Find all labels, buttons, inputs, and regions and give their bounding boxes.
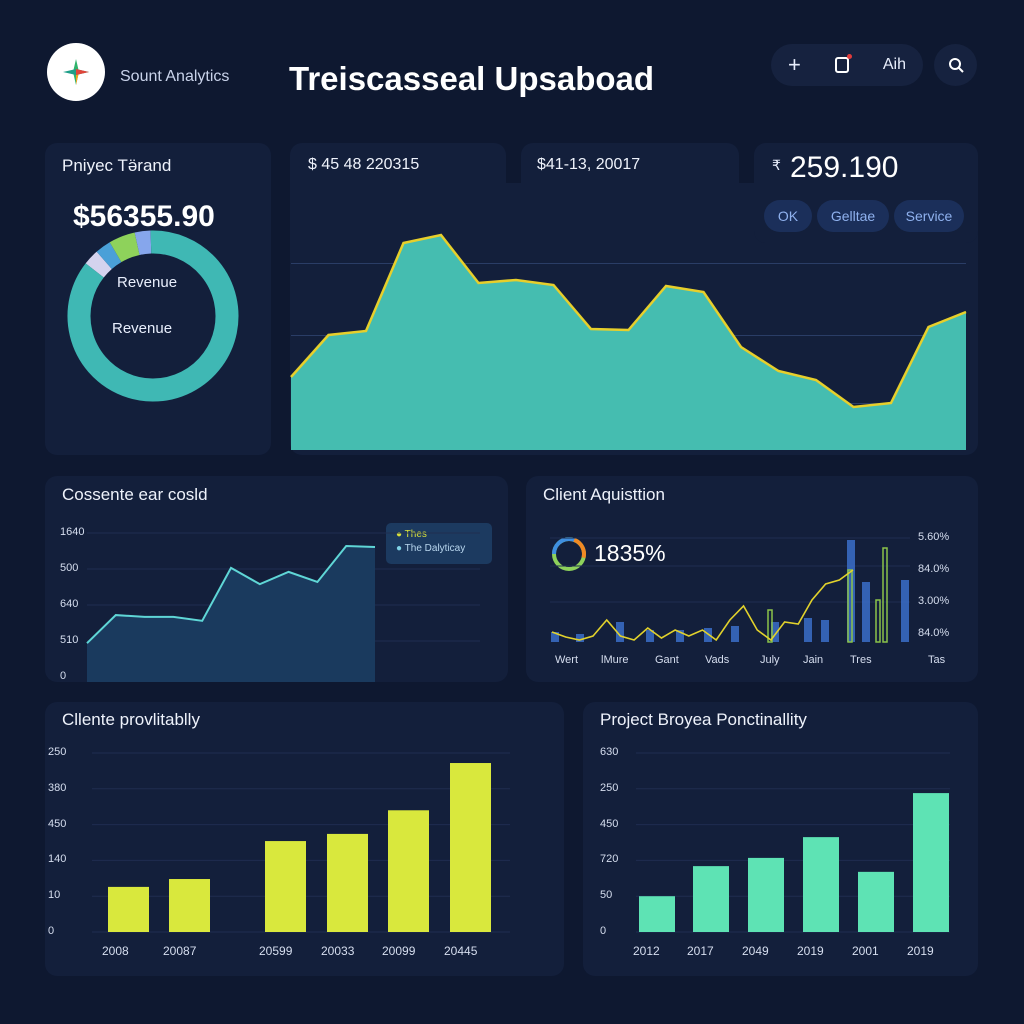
x-tick: 2019 [907, 944, 934, 958]
gridline [291, 335, 966, 336]
service-pill[interactable]: Service [894, 200, 964, 232]
revenue-donut [67, 230, 239, 402]
chart-title: Client Aquisttion [543, 485, 665, 504]
y-tick: 0 [600, 925, 607, 937]
legend-item: ● The Dalyticay [396, 543, 466, 554]
cost-chart-card: Cossente ear cosld ● Thes ● The Dalytica… [45, 476, 508, 682]
y-tick: 250 [48, 746, 67, 758]
x-tick: 2012 [633, 944, 660, 958]
y-tick-right: 3.00% [918, 595, 950, 607]
y-tick: 720 [600, 853, 619, 866]
x-tick: Tres [850, 654, 872, 666]
stat-tab-label: $ 45 48 220315 [308, 156, 420, 173]
donut-segment [109, 232, 140, 263]
search-button[interactable] [934, 44, 977, 86]
y-tick-right: 84.0% [918, 627, 950, 639]
x-tick: July [760, 654, 780, 666]
compass-logo-icon [63, 59, 89, 85]
profitability-card: Cllente provlitablly [45, 702, 564, 976]
user-button[interactable]: Aih [882, 56, 906, 73]
x-tick: Tas [928, 654, 946, 666]
y-tick: 1640 [60, 526, 85, 538]
y-tick: 630 [600, 746, 619, 758]
kpi-value: 259.190 [790, 151, 899, 184]
y-tick: 250 [600, 781, 619, 794]
x-tick: 20033 [321, 944, 355, 958]
x-tick: Jain [803, 654, 824, 666]
project-trend-card: Pniyec Tӛrand $56355.90 Revenue Revenue [45, 143, 271, 455]
gridline [291, 263, 966, 264]
client-acquisition-card: Client Aquisttion 1835% [526, 476, 978, 682]
y-tick: 140 [48, 853, 67, 866]
toolbar: + Aih [771, 44, 923, 86]
donut-segment [85, 251, 113, 278]
x-tick: 2001 [852, 944, 879, 958]
y-tick: 500 [60, 562, 79, 574]
y-tick: 0 [60, 670, 67, 682]
donut-label: Revenue [112, 320, 173, 337]
total-value: $56355.90 [73, 200, 215, 233]
y-tick-right: 5.60% [918, 531, 950, 543]
gridline [291, 403, 966, 404]
x-tick: Gant [655, 654, 679, 666]
functionality-card: Project Broyea Ponctinallity [583, 702, 978, 976]
x-tick: 2017 [687, 944, 714, 958]
add-icon[interactable]: + [788, 52, 801, 77]
chart-title: Project Broyea Ponctinallity [600, 710, 807, 729]
page-title: Treiscasseal Upsaboad [289, 60, 655, 97]
x-tick: Wert [555, 654, 579, 666]
x-tick: 20445 [444, 944, 478, 958]
brand-name: Sount Analytics [120, 68, 230, 85]
x-tick: lMure [601, 654, 629, 666]
progress-ring-icon [552, 537, 586, 571]
legend: ● Thes ● The Dalyticay [386, 523, 492, 564]
x-tick: 2008 [102, 944, 129, 958]
x-tick: 20087 [163, 944, 197, 958]
acquisition-kpi: 1835% [594, 540, 666, 566]
currency-symbol: ₹ [772, 157, 781, 173]
y-tick: 450 [48, 817, 67, 830]
y-tick: 380 [48, 781, 67, 794]
ok-pill[interactable]: OK [764, 200, 812, 232]
donut-segment [67, 230, 239, 402]
x-tick: 2019 [797, 944, 824, 958]
card-title: Pniyec Tӛrand [62, 156, 172, 175]
stat-tab-label: $41-13, 20017 [537, 156, 641, 173]
y-tick: 50 [600, 889, 613, 902]
donut-segment [96, 242, 122, 270]
y-tick-right: 84.0% [918, 563, 950, 575]
y-tick: 510 [60, 634, 79, 646]
search-icon [948, 58, 964, 73]
y-tick: 10 [48, 889, 61, 902]
app-logo[interactable] [47, 43, 105, 101]
y-tick: 640 [60, 598, 79, 610]
x-tick: 20599 [259, 944, 293, 958]
y-tick: 0 [48, 925, 55, 937]
x-tick: 20099 [382, 944, 416, 958]
gelltae-pill[interactable]: Gelltae [817, 200, 889, 232]
donut-segment [134, 230, 152, 256]
chart-title: Cllente provlitablly [62, 710, 200, 729]
x-tick: 2049 [742, 944, 769, 958]
x-tick: Vads [705, 654, 730, 666]
legend-item: ● Thes [396, 529, 427, 540]
notification-icon[interactable] [834, 54, 852, 73]
donut-label: Revenue [117, 274, 178, 291]
y-tick: 450 [600, 817, 619, 830]
chart-title: Cossente ear cosld [62, 485, 208, 504]
